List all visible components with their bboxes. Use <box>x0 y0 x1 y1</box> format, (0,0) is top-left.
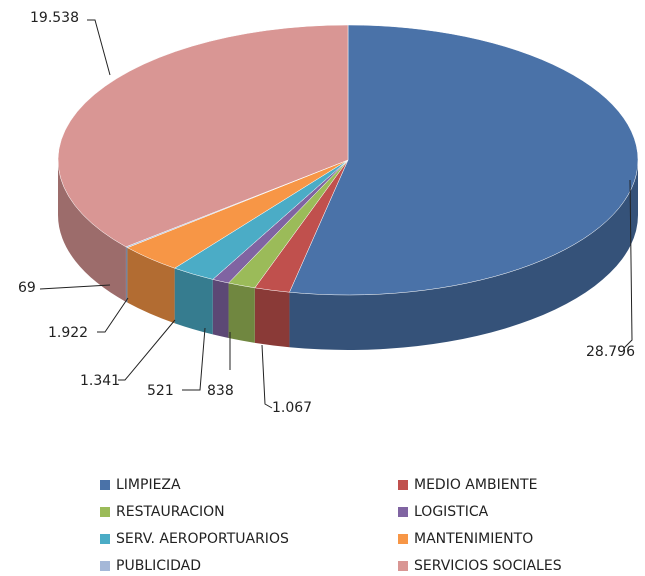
legend-label: LIMPIEZA <box>116 477 181 493</box>
slice-side <box>228 283 255 343</box>
legend-swatch <box>100 480 110 490</box>
leader-line <box>97 297 129 333</box>
data-label: 838 <box>207 383 234 399</box>
leader-line <box>39 284 111 290</box>
legend-label: SERV. AEROPORTUARIOS <box>116 531 289 547</box>
data-label: 19.538 <box>30 10 79 26</box>
legend-label: PUBLICIDAD <box>116 558 201 574</box>
legend-label: MEDIO AMBIENTE <box>414 477 537 493</box>
slice-side <box>254 287 290 348</box>
legend-swatch <box>398 534 408 544</box>
leader-line <box>261 344 273 409</box>
data-label: 1.067 <box>272 400 312 416</box>
leader-line <box>87 19 111 76</box>
slice-side <box>174 268 213 335</box>
leader-line <box>182 327 206 391</box>
data-label: 69 <box>18 280 36 296</box>
legend-label: SERVICIOS SOCIALES <box>414 558 562 574</box>
leader-line <box>623 179 633 349</box>
legend-swatch <box>100 507 110 517</box>
legend-swatch <box>398 480 408 490</box>
leader-line <box>118 319 176 381</box>
data-label: 521 <box>147 383 174 399</box>
legend-swatch <box>100 534 110 544</box>
legend-swatch <box>398 507 408 517</box>
slice <box>289 24 639 296</box>
data-label: 28.796 <box>586 344 635 360</box>
slice-side <box>58 160 126 302</box>
slice-side <box>125 246 128 303</box>
legend-swatch <box>100 561 110 571</box>
legend-swatch <box>398 561 408 571</box>
legend-label: MANTENIMIENTO <box>414 531 533 547</box>
data-label: 1.341 <box>80 373 120 389</box>
legend-label: LOGISTICA <box>414 504 489 520</box>
slice-side <box>127 247 175 324</box>
slice <box>57 24 349 248</box>
legend-label: RESTAURACION <box>116 504 225 520</box>
slice-side <box>289 160 638 350</box>
data-label: 1.922 <box>48 325 88 341</box>
slice-side <box>212 279 229 339</box>
